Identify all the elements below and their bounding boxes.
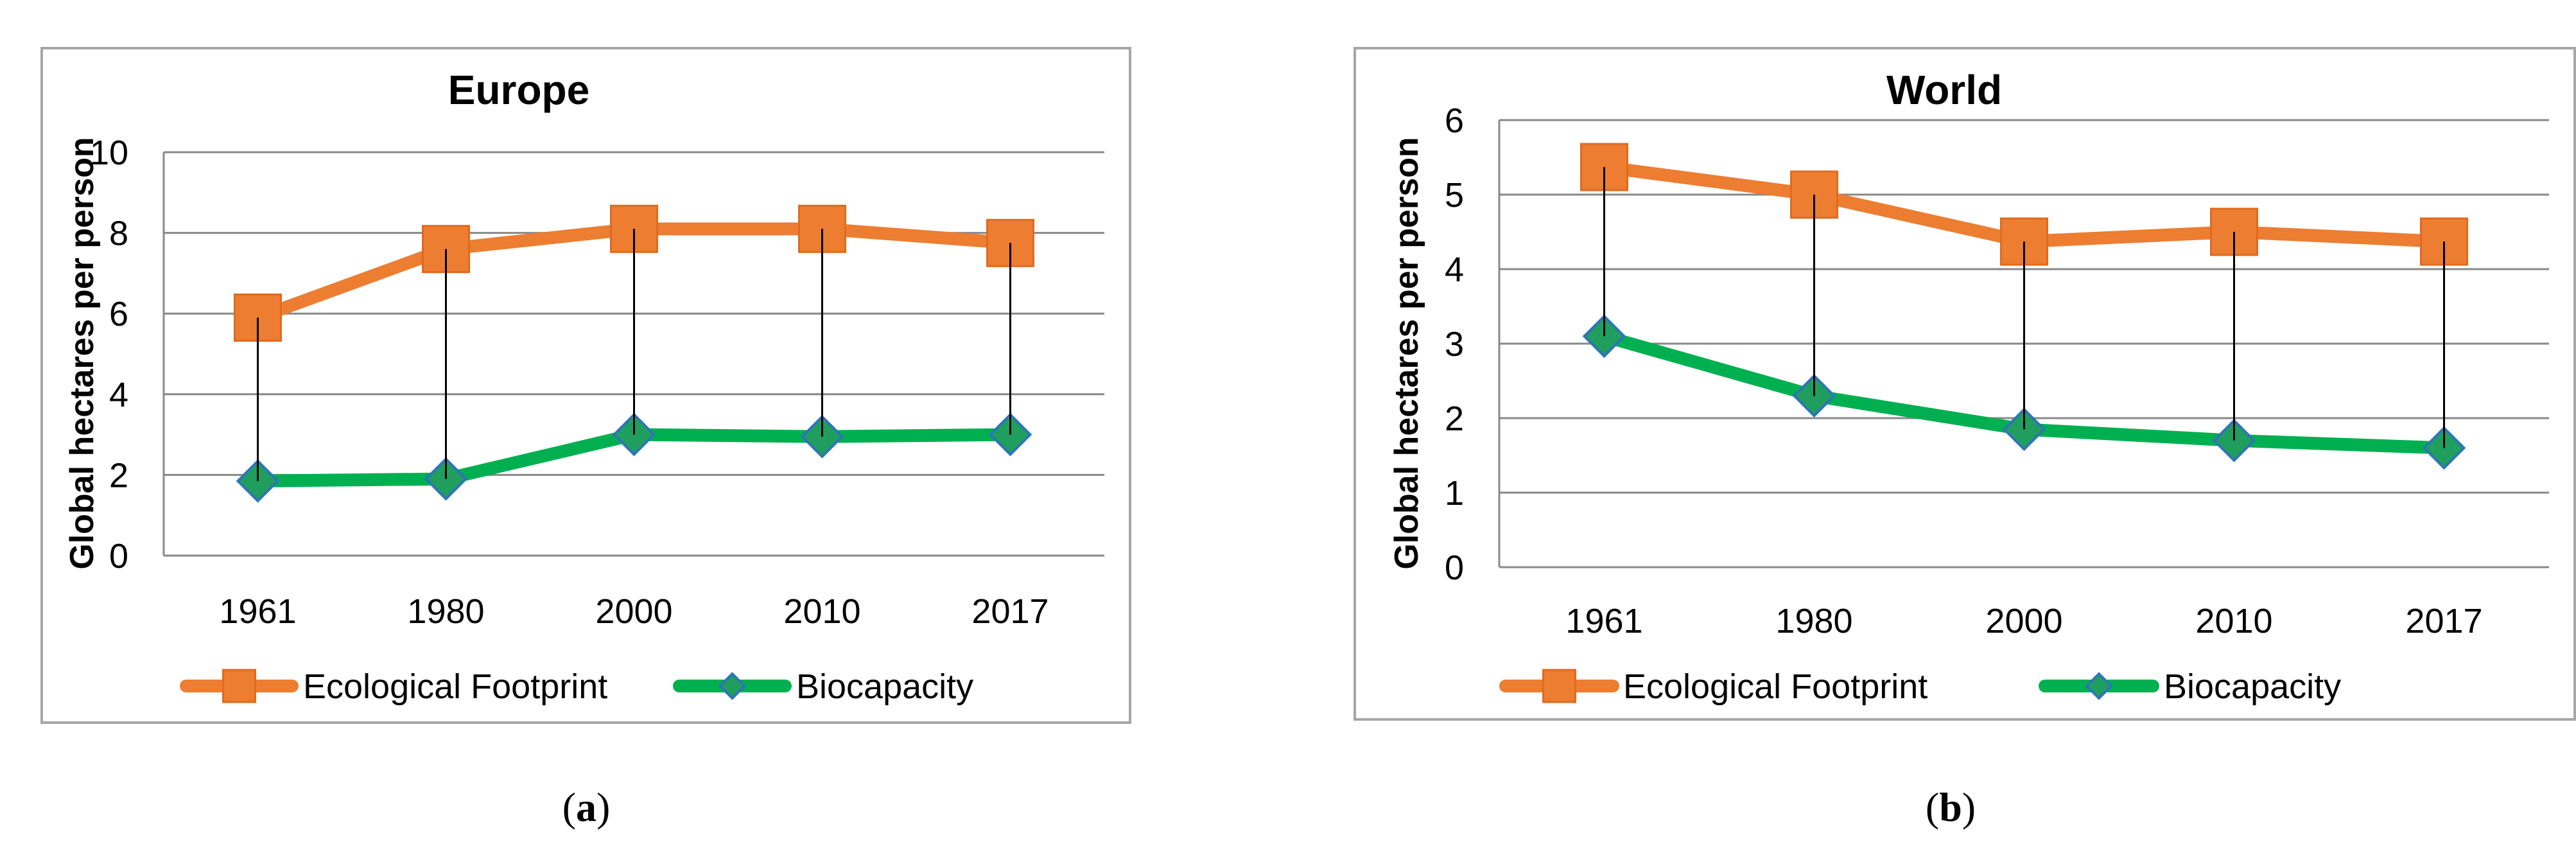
x-tick-label: 1961: [1565, 602, 1642, 640]
chart-title: Europe: [448, 67, 589, 113]
legend-label: Ecological Footprint: [303, 667, 607, 706]
caption-letter: a: [576, 784, 596, 830]
y-tick-label: 2: [109, 456, 128, 495]
y-tick-label: 0: [109, 537, 128, 576]
y-tick-label: 4: [1445, 251, 1464, 289]
y-tick-label: 6: [1445, 101, 1464, 140]
x-tick-label: 1980: [1775, 602, 1852, 640]
legend-marker: [1542, 669, 1576, 703]
chart-world: World 0 1 2 3 4 5 6 1961 1980 2000 2010 2017 Global h…: [1353, 47, 2576, 830]
caption-paren-open: (: [1926, 784, 1939, 830]
x-tick-label: 2010: [2195, 602, 2272, 640]
chart-title: World: [1886, 67, 2002, 113]
x-tick-label: 1980: [407, 592, 484, 631]
chart-frame: [40, 47, 1131, 724]
x-tick-label: 2010: [783, 592, 860, 631]
legend-marker: [718, 672, 747, 700]
x-tick-label: 2000: [595, 592, 672, 631]
caption-paren-close: ): [596, 784, 610, 830]
chart-europe: Europe 0 2 4 6 8 10 1961 1980 2000 2010 2017 Global …: [40, 47, 1131, 830]
y-tick-label: 5: [1445, 176, 1464, 215]
chart-frame: [1353, 47, 2576, 721]
y-tick-label: 1: [1445, 474, 1464, 513]
x-tick-label: 2017: [971, 592, 1049, 631]
y-tick-label: 3: [1445, 325, 1464, 364]
panel-caption: (b): [1926, 784, 1976, 830]
caption-paren-close: ): [1962, 784, 1976, 830]
panel-caption: (a): [562, 784, 611, 830]
legend-marker: [2085, 672, 2113, 700]
x-tick-label: 1961: [219, 592, 296, 631]
y-tick-label: 10: [90, 134, 128, 172]
x-tick-label: 2017: [2405, 602, 2482, 640]
y-tick-label: 4: [109, 376, 128, 414]
legend-label: Ecological Footprint: [1623, 667, 1928, 706]
y-axis-label: Global hectares per person: [64, 137, 101, 569]
y-axis-label: Global hectares per person: [1388, 137, 1425, 569]
caption-letter: b: [1939, 784, 1962, 830]
y-tick-label: 8: [109, 215, 128, 253]
legend-marker: [222, 669, 256, 703]
caption-paren-open: (: [562, 784, 576, 830]
x-tick-label: 2000: [1985, 602, 2062, 640]
y-tick-label: 6: [109, 295, 128, 333]
y-tick-label: 2: [1445, 400, 1464, 438]
y-tick-label: 0: [1445, 549, 1464, 587]
legend-label: Biocapacity: [796, 667, 973, 706]
legend-label: Biocapacity: [2164, 667, 2341, 706]
